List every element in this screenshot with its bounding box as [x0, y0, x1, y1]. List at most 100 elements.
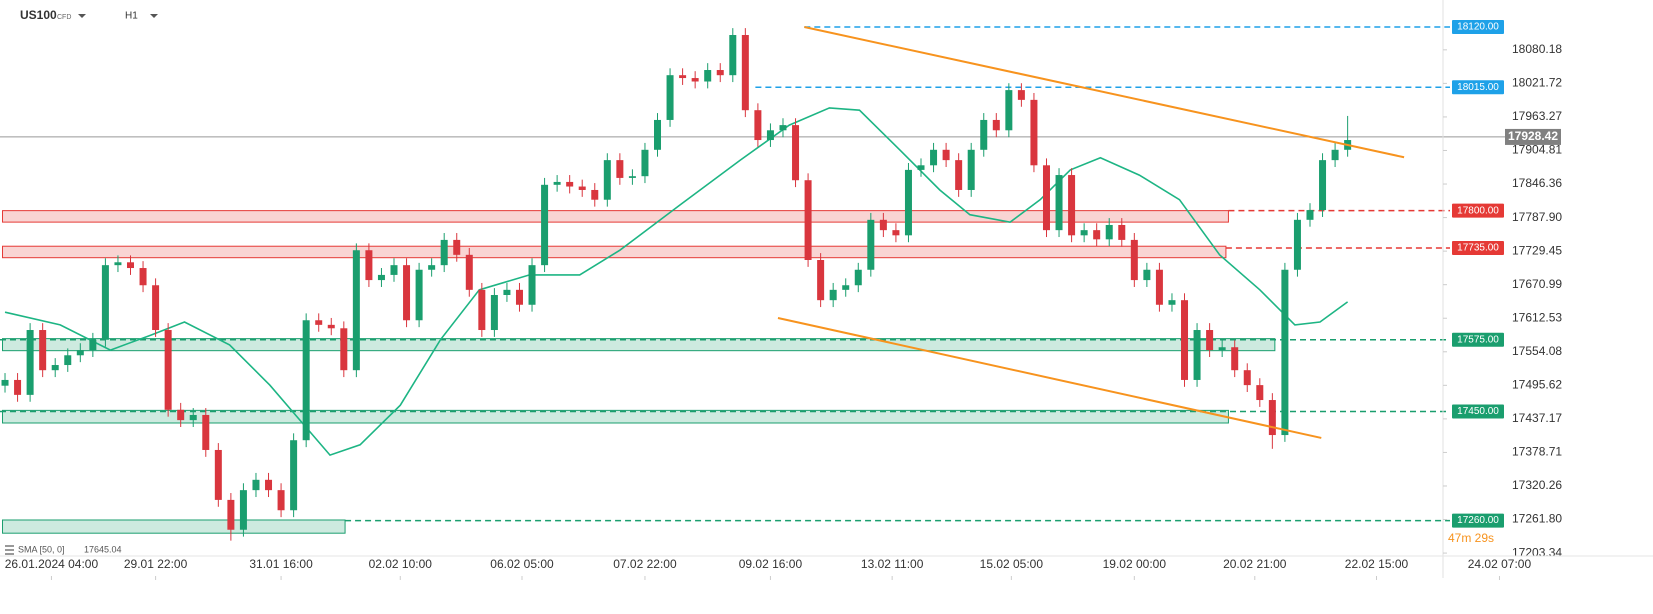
level-label: 17450.00 — [1457, 406, 1499, 417]
candle-body — [804, 180, 812, 260]
candle-body — [239, 490, 247, 530]
candle-body — [503, 289, 511, 296]
candle — [1193, 323, 1201, 387]
candle — [189, 408, 197, 428]
candle-body — [1, 379, 9, 386]
x-tick-label: 13.02 11:00 — [861, 557, 924, 571]
candle-body — [453, 239, 461, 255]
candle — [101, 258, 109, 347]
candle-body — [716, 70, 724, 76]
level-label-box — [1452, 80, 1504, 95]
candle — [14, 373, 22, 402]
candle-body — [566, 181, 574, 187]
candle-body — [1093, 230, 1101, 240]
candle-body — [1331, 149, 1339, 161]
y-tick-label: 17612.53 — [1512, 310, 1562, 324]
candle — [1256, 378, 1264, 407]
candle-body — [942, 149, 950, 161]
level-label: 17260.00 — [1457, 515, 1499, 526]
candle-body — [227, 499, 235, 530]
candle-body — [189, 414, 197, 421]
candle-body — [403, 265, 411, 321]
level-label: 17575.00 — [1457, 334, 1499, 345]
candle — [654, 113, 662, 157]
candle — [114, 255, 122, 273]
level-label: 17800.00 — [1457, 205, 1499, 216]
candle — [428, 258, 436, 277]
dropdown-arrow[interactable] — [150, 14, 158, 18]
x-tick-label: 06.02 05:00 — [490, 557, 554, 571]
level-label-box — [1452, 19, 1504, 34]
candle — [854, 262, 862, 293]
candle — [553, 175, 561, 192]
candle-body — [101, 265, 109, 340]
candle-body — [1193, 330, 1201, 380]
candle-body — [980, 119, 988, 150]
candle-body — [779, 125, 787, 131]
candle — [1130, 233, 1138, 287]
candle-body — [691, 78, 699, 82]
level-label: 18015.00 — [1457, 82, 1499, 93]
candle — [528, 258, 536, 312]
candle-body — [440, 239, 448, 266]
symbol[interactable]: US100 — [20, 8, 57, 22]
candle-body — [390, 265, 398, 275]
candle-body — [164, 330, 172, 410]
candle — [1017, 83, 1025, 107]
candle-body — [829, 289, 837, 301]
candle-body — [1293, 219, 1301, 270]
candle-body — [478, 289, 486, 331]
y-tick-label: 17904.81 — [1512, 143, 1562, 157]
candle — [26, 323, 34, 402]
candle — [879, 212, 887, 238]
candle-body — [754, 110, 762, 141]
candle — [490, 288, 498, 337]
candle-body — [666, 75, 674, 120]
level-label-box — [1452, 203, 1504, 218]
sma-name: SMA [50, 0] — [18, 544, 65, 554]
x-tick-label: 02.02 10:00 — [369, 557, 433, 571]
candle-body — [1243, 370, 1251, 386]
candle-body — [290, 440, 298, 511]
y-tick-label: 17495.62 — [1512, 378, 1562, 392]
current-price-box — [1505, 128, 1561, 145]
candle-body — [917, 165, 925, 170]
candle — [64, 348, 72, 372]
candle — [1055, 168, 1063, 238]
candle — [892, 223, 900, 243]
y-tick-label: 17963.27 — [1512, 109, 1562, 123]
candle — [152, 278, 160, 337]
candle-body — [616, 160, 624, 178]
candle — [1268, 393, 1276, 449]
level-label: 18120.00 — [1457, 22, 1499, 33]
candle-body — [578, 186, 586, 190]
x-tick-label: 22.02 15:00 — [1345, 557, 1409, 571]
candle-body — [528, 265, 536, 305]
candle — [691, 71, 699, 89]
candle — [666, 68, 674, 127]
countdown: 47m 29s — [1448, 531, 1494, 545]
candle-body — [892, 230, 900, 236]
candle — [1030, 92, 1038, 173]
candle — [1093, 223, 1101, 247]
candle-body — [792, 125, 800, 181]
x-tick-label: 26.01.2024 04:00 — [5, 557, 99, 571]
candle-body — [1118, 224, 1126, 240]
y-tick-label: 17670.99 — [1512, 277, 1562, 291]
candle — [729, 28, 737, 83]
timeframe[interactable]: H1 — [125, 11, 138, 22]
candle — [290, 433, 298, 518]
candle-body — [1281, 269, 1289, 436]
candle-body — [214, 449, 222, 500]
dropdown-arrow[interactable] — [78, 14, 86, 18]
candle — [478, 282, 486, 337]
candle-body — [76, 350, 84, 356]
candle — [817, 253, 825, 308]
candle — [1143, 262, 1151, 287]
candle — [1243, 363, 1251, 393]
candle — [377, 268, 385, 287]
candle-body — [967, 149, 975, 190]
candle — [1080, 223, 1088, 243]
candle — [265, 472, 273, 498]
candle — [829, 282, 837, 308]
